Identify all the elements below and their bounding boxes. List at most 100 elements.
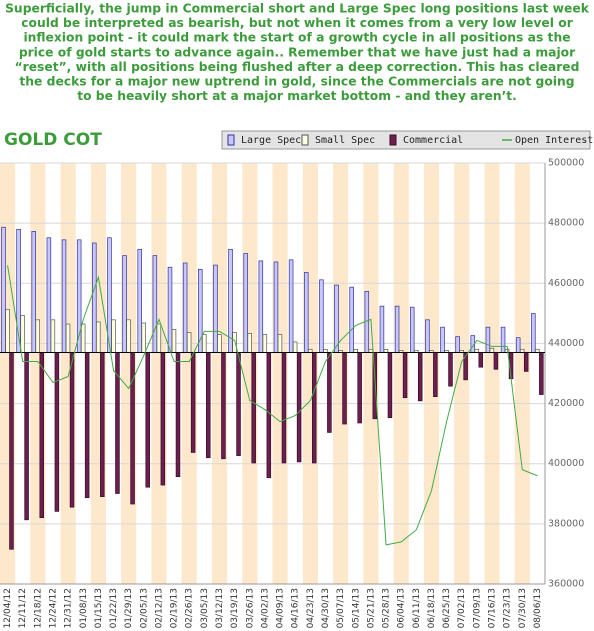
y2-tick-label: 360000: [548, 579, 584, 590]
x-tick-label: 12/04/12: [3, 588, 13, 628]
bar: [137, 248, 142, 353]
bar: [213, 264, 218, 353]
bar: [296, 352, 302, 463]
stripe: [454, 163, 470, 584]
x-tick-label: 12/18/12: [33, 588, 43, 628]
x-tick-label: 02/26/13: [185, 588, 195, 628]
legend-label: Small Spec: [315, 135, 375, 146]
x-tick-label: 06/18/13: [427, 588, 437, 628]
y2-tick-label: 380000: [548, 518, 584, 529]
stripe: [363, 163, 379, 584]
bar: [145, 352, 150, 488]
bar: [206, 352, 211, 459]
bar: [288, 259, 294, 353]
x-tick-label: 05/21/13: [366, 588, 376, 628]
commentary-line: to be heavily short at a major market bo…: [77, 89, 517, 103]
bar: [311, 352, 317, 464]
bar: [478, 352, 484, 368]
x-tick-label: 04/30/13: [321, 588, 331, 628]
bar: [31, 231, 36, 353]
x-tick-label: 02/05/13: [139, 588, 149, 628]
x-tick-label: 07/30/13: [518, 588, 528, 628]
bar: [202, 334, 207, 353]
x-tick-label: 08/06/13: [533, 588, 543, 628]
bar: [448, 352, 453, 387]
bar: [319, 279, 324, 353]
bar: [96, 321, 101, 353]
x-tick-label: 12/24/12: [48, 588, 58, 628]
bar: [156, 323, 162, 353]
x-tick-label: 03/12/13: [215, 588, 225, 628]
bar: [141, 322, 146, 353]
commentary-line: could be interpreted as bearish, but not…: [21, 16, 573, 30]
x-tick-label: 03/26/13: [245, 588, 255, 628]
x-tick-label: 05/14/13: [351, 588, 361, 628]
bar: [523, 352, 529, 372]
bar: [171, 328, 177, 353]
stripe: [484, 163, 500, 584]
bar: [379, 305, 385, 353]
commentary-line: price of gold starts to advance again.. …: [19, 45, 576, 59]
x-tick-label: 01/22/13: [109, 588, 119, 628]
stripe: [393, 163, 409, 584]
bar: [9, 352, 14, 550]
bar: [349, 286, 354, 353]
bar: [425, 319, 430, 353]
stripe: [514, 163, 530, 584]
x-tick-label: 07/16/13: [488, 588, 498, 628]
x-tick-label: 05/07/13: [336, 588, 346, 628]
bar: [327, 352, 332, 433]
x-tick-label: 04/16/13: [291, 588, 301, 628]
bar: [455, 336, 460, 353]
bar: [489, 347, 495, 353]
x-tick-label: 02/19/13: [170, 588, 180, 628]
bar: [303, 272, 309, 353]
bar: [190, 352, 196, 453]
bar: [409, 306, 415, 353]
bar: [54, 352, 60, 512]
bar: [402, 352, 408, 399]
bar: [69, 352, 75, 508]
x-tick-label: 06/04/13: [397, 588, 407, 628]
bar: [20, 315, 25, 353]
y2-tick-label: 420000: [548, 398, 584, 409]
legend-swatch: [227, 134, 235, 146]
x-tick-label: 07/02/13: [457, 588, 467, 628]
bar: [273, 261, 279, 353]
bar: [515, 337, 521, 353]
legend-label: Large Spec: [241, 135, 301, 146]
y2-tick-label: 480000: [548, 218, 584, 229]
bar: [258, 260, 264, 353]
commentary-line: Superficially, the jump in Commercial sh…: [5, 2, 590, 16]
bar: [493, 352, 499, 370]
bar: [160, 352, 166, 486]
x-tick-label: 12/11/12: [18, 588, 28, 628]
bar: [167, 266, 173, 353]
x-tick-label: 07/09/13: [472, 588, 482, 628]
bar: [84, 352, 90, 499]
legend-box: [221, 130, 591, 150]
bar: [292, 341, 298, 353]
x-tick-label: 03/05/13: [200, 588, 210, 628]
bar: [46, 237, 52, 353]
bar: [35, 319, 40, 353]
bar: [433, 352, 438, 398]
bar: [357, 352, 362, 424]
bar: [387, 352, 393, 419]
stripe: [302, 163, 318, 584]
bar: [281, 352, 287, 464]
y2-tick-label: 440000: [548, 338, 584, 349]
bar: [182, 262, 188, 353]
bar: [111, 319, 116, 353]
commentary-line: “reset”, with all positions being flushe…: [15, 60, 580, 74]
bar: [5, 308, 10, 353]
bar: [251, 352, 256, 464]
bar: [247, 333, 252, 353]
y2-tick-label: 400000: [548, 458, 584, 469]
legend-swatch: [389, 134, 397, 146]
bar: [61, 239, 67, 353]
bar: [186, 332, 192, 353]
bar: [126, 319, 131, 353]
bar: [122, 255, 127, 353]
